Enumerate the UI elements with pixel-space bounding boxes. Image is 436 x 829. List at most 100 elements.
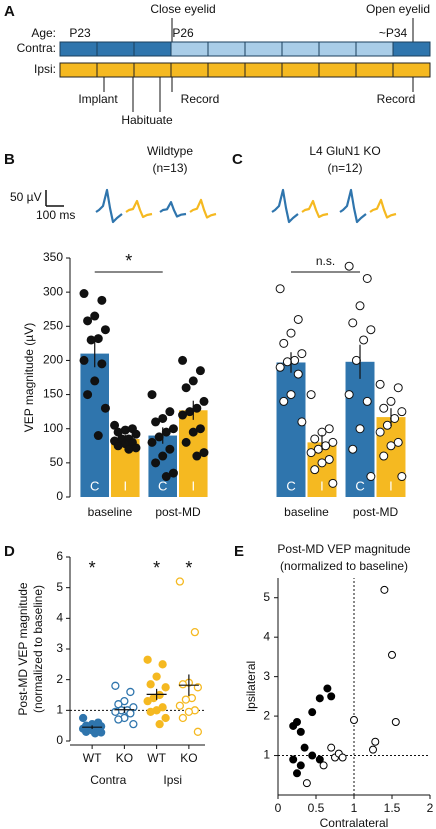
row-label: Age: [31, 26, 56, 40]
data-point [114, 715, 123, 724]
data-point [286, 390, 296, 400]
x-tick-label: 1 [351, 801, 358, 815]
x-tick-label: 0.5 [308, 801, 325, 815]
x-tick-label: 1.5 [384, 801, 401, 815]
significance: * [153, 558, 160, 578]
y-tick-label: 0 [56, 733, 63, 747]
timeline-cell [207, 62, 246, 78]
data-point [97, 359, 107, 369]
data-point [379, 451, 389, 461]
bar-label: I [389, 478, 393, 493]
data-point [131, 429, 141, 439]
data-point [390, 413, 400, 423]
event-label: Implant [78, 92, 118, 106]
data-point [158, 451, 168, 461]
y-tick-label: 3 [263, 669, 270, 683]
data-point [362, 396, 372, 406]
bar [276, 362, 306, 497]
significance: * [185, 558, 192, 578]
y-axis-label: Ipsilateral [244, 661, 258, 712]
data-point [293, 718, 301, 727]
data-point [371, 737, 380, 746]
chart-title: (normalized to baseline) [280, 559, 408, 573]
y-axis-label: Post-MD VEP magnitude [16, 582, 30, 715]
trace [189, 198, 217, 219]
y-tick-label: 2 [56, 672, 63, 686]
data-point [147, 437, 157, 447]
bar-label: I [123, 478, 127, 493]
data-point [388, 650, 396, 659]
data-point [348, 444, 358, 454]
data-point [188, 376, 198, 386]
data-point [147, 390, 157, 400]
data-point [296, 761, 305, 770]
data-point [129, 719, 138, 729]
bar-label: I [191, 478, 195, 493]
data-point [302, 779, 311, 788]
data-point [293, 314, 303, 324]
bar-label: C [286, 478, 295, 493]
data-point [155, 719, 164, 729]
x-tick-label: KO [116, 751, 133, 765]
data-point [178, 680, 188, 689]
timeline-cell [318, 62, 357, 78]
y-tick-label: 1 [56, 703, 63, 717]
data-point [161, 472, 171, 482]
x-tick-label: post-MD [155, 505, 201, 519]
data-point [195, 366, 205, 376]
group-label: Ipsi [163, 773, 182, 787]
data-point [178, 713, 188, 723]
data-point [275, 284, 285, 294]
row-label: Contra: [17, 41, 56, 55]
x-tick-label: baseline [284, 505, 329, 519]
data-point [154, 432, 164, 442]
bar-label: C [90, 478, 99, 493]
data-point [279, 338, 289, 348]
data-point [192, 451, 202, 461]
data-point [193, 727, 203, 736]
data-point [126, 709, 135, 718]
data-point [184, 707, 194, 717]
chart-title: L4 GluN1 KO [309, 144, 380, 158]
data-point [327, 692, 336, 701]
scale-label: 100 ms [36, 208, 75, 222]
data-point [290, 355, 300, 365]
timeline-cell [170, 41, 209, 57]
x-tick-label: baseline [88, 505, 133, 519]
bar-label: C [355, 478, 364, 493]
data-point [293, 369, 303, 379]
panel-label: E [234, 543, 244, 560]
data-point [327, 743, 336, 752]
data-point [158, 413, 168, 423]
data-point [297, 417, 307, 427]
chart-subtitle: (n=12) [327, 161, 362, 175]
data-point [317, 458, 327, 468]
event-label: Close eyelid [150, 2, 215, 16]
timeline-cell [170, 62, 209, 78]
x-tick-label: post-MD [353, 505, 399, 519]
x-tick-label: 2 [427, 801, 434, 815]
data-point [83, 316, 93, 326]
y-axis-label: VEP magnitude (µV) [22, 323, 36, 432]
data-point [181, 437, 191, 447]
data-point [165, 407, 175, 417]
data-point [375, 427, 385, 437]
data-point [369, 745, 377, 754]
x-tick-label: 0 [275, 801, 282, 815]
data-point [90, 729, 100, 738]
data-point [78, 713, 88, 723]
data-point [279, 396, 289, 406]
x-tick-label: WT [147, 751, 166, 765]
data-point [350, 716, 358, 725]
data-point [100, 325, 110, 335]
y-axis-label: (normalized to baseline) [31, 585, 45, 713]
timeline-cell [392, 62, 431, 78]
panel-label: D [4, 543, 15, 560]
significance: * [89, 558, 96, 578]
data-point [161, 713, 170, 723]
data-point [178, 410, 188, 420]
data-point [355, 424, 365, 434]
bar [80, 353, 109, 497]
data-point [310, 434, 320, 444]
timeline-cell [59, 62, 98, 78]
